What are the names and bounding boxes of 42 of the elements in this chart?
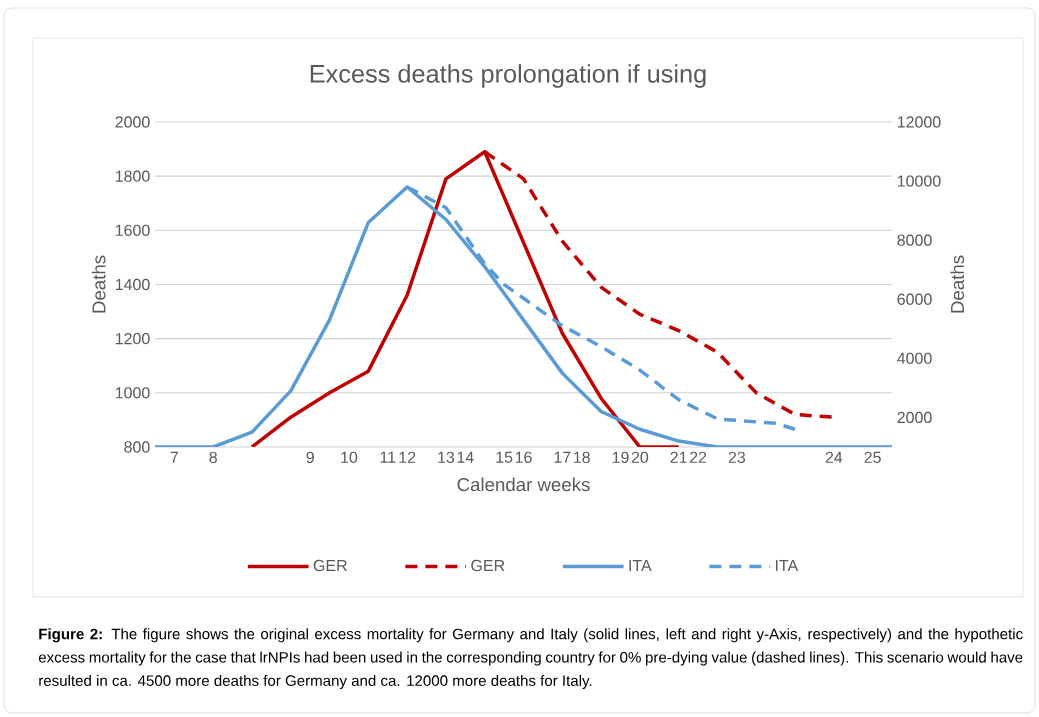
legend-label: GER (471, 559, 505, 572)
y-tick-label: 1600 (115, 224, 150, 236)
x-tick-label: 20 (631, 451, 649, 464)
x-tick-label: 9 (306, 451, 314, 464)
x-axis-title: Calendar weeks (457, 477, 590, 492)
x-tick-label: 13 (438, 451, 455, 464)
legend-label: ITA (775, 559, 799, 571)
y2-tick-label: 12000 (897, 116, 941, 128)
x-tick-label: 24 (825, 451, 843, 463)
y-tick-label: 1000 (115, 387, 150, 399)
y-tick-label: 2000 (115, 116, 150, 128)
x-tick-label: 8 (209, 451, 217, 464)
y2-tick-label: 4000 (897, 352, 932, 365)
legend-label: ITA (629, 559, 652, 571)
y2-axis-title: Deaths (950, 255, 965, 313)
x-tick-label: 18 (574, 451, 590, 464)
x-tick-label: 23 (728, 451, 746, 464)
x-tick-label: 7 (170, 451, 179, 463)
x-tick-label: 16 (515, 451, 532, 464)
x-tick-label: 11 (380, 451, 396, 463)
y-tick-label: 1800 (115, 170, 150, 182)
x-tick-label: 12 (399, 451, 416, 463)
y2-tick-label: 6000 (897, 293, 932, 305)
y2-tick-label: 10000 (897, 175, 941, 187)
x-tick-label: 17 (554, 451, 571, 463)
y2-tick-label: 8000 (897, 234, 932, 246)
y-tick-label: 800 (124, 441, 150, 453)
text: Figure 2: The figure shows the original excess mortality for Germany and Italy (solid lines, left and right y-Axis, respectively) and the hypothetic excess mortality for the case that lrNPIs had been used in the corresponding country for 0% pre-dying value (dashed lines). This scenario would have resulted in ca. 4500 more deaths for Germany and ca. 12000 more deaths for Italy. (38, 628, 1023, 689)
x-tick-label: 19 (612, 451, 629, 464)
x-tick-label: 15 (496, 451, 513, 463)
y-tick-label: 1200 (115, 333, 150, 345)
y-tick-label: 1400 (115, 278, 150, 291)
x-tick-label: 25 (864, 451, 881, 464)
line-series (155, 185, 892, 447)
x-tick-label: 22 (689, 451, 707, 463)
y-axis-title: Deaths (91, 255, 106, 313)
x-tick-label: 10 (341, 451, 358, 464)
y2-tick-label: 2000 (897, 411, 932, 424)
x-tick-label: 14 (457, 451, 474, 463)
legend-label: GER (313, 559, 347, 572)
chart-title: Excess deaths prolongation if using (310, 64, 706, 88)
x-tick-label: 21 (670, 451, 687, 463)
